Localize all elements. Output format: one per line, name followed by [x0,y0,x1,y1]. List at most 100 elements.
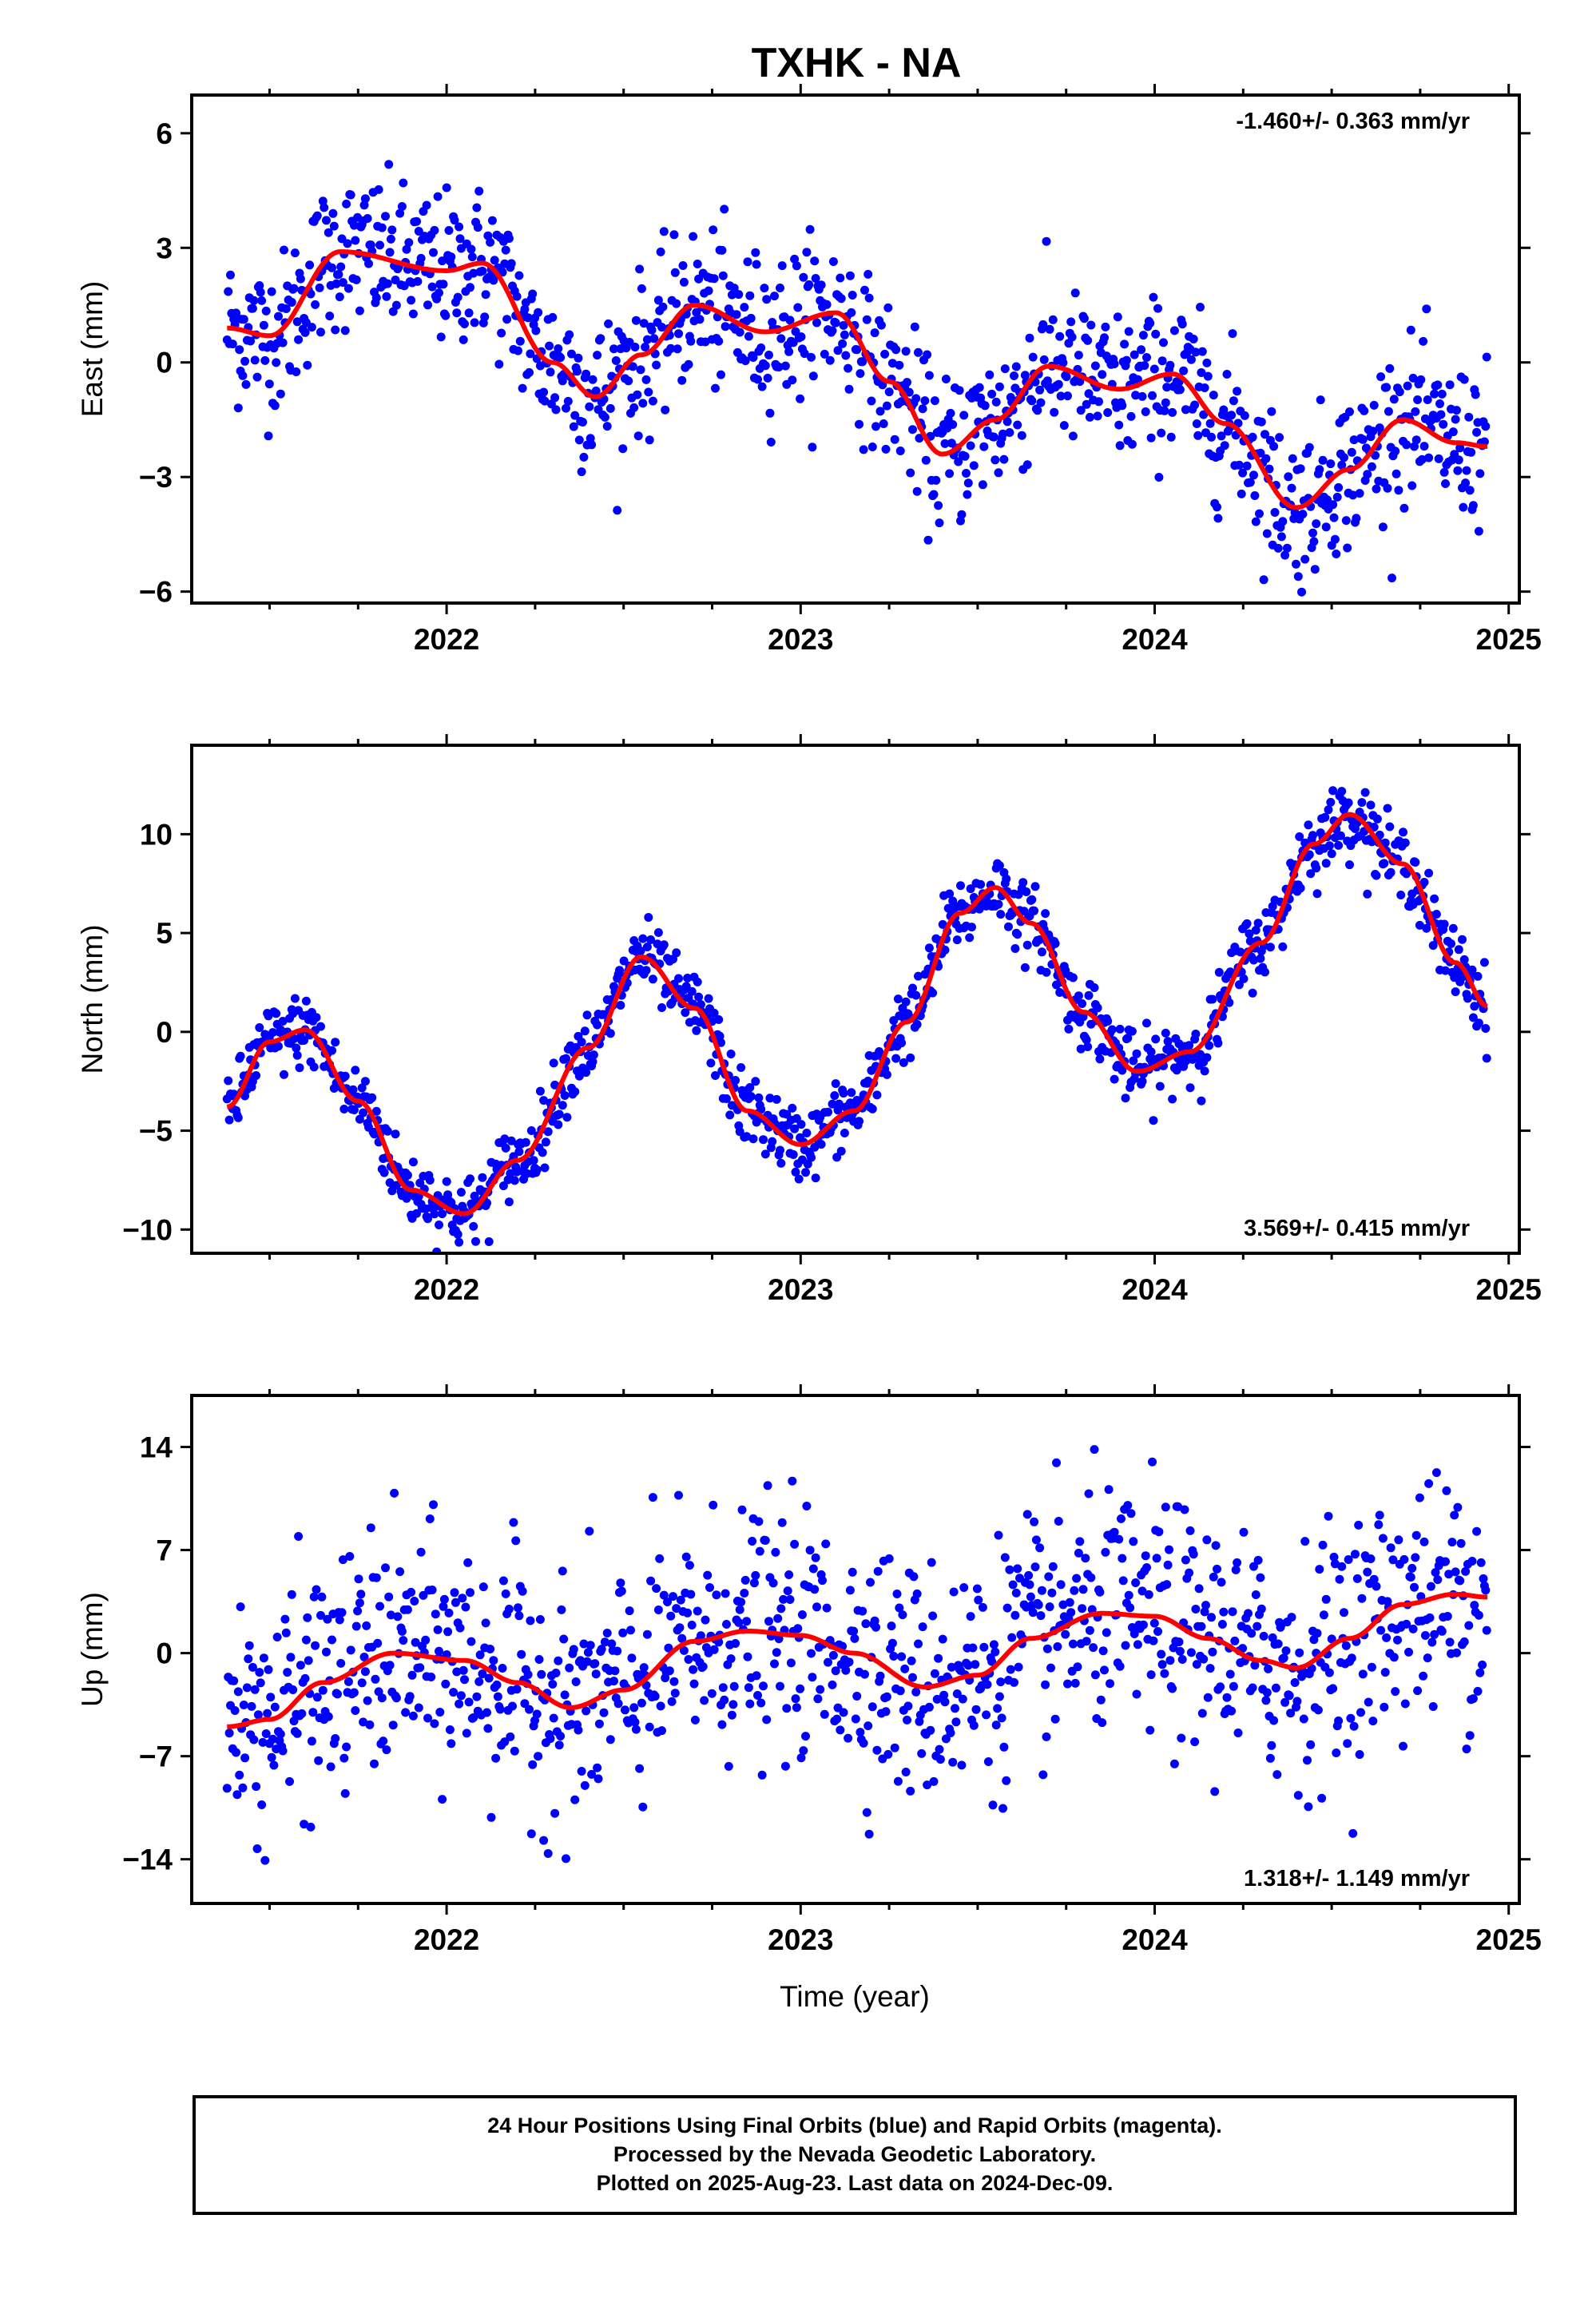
data-point [1028,1608,1038,1617]
data-point [280,1070,288,1079]
data-point [1312,1629,1322,1638]
data-point [504,1605,514,1613]
data-point [526,1616,535,1625]
data-point [912,486,922,496]
data-point [831,318,840,327]
data-point [753,375,762,384]
data-point [780,361,790,371]
data-point [839,320,848,330]
data-point [1391,1687,1400,1697]
data-point [941,375,951,383]
data-point [1168,407,1177,417]
data-point [1415,1493,1424,1502]
footer-info-box: 24 Hour Positions Using Final Orbits (bl… [193,2095,1517,2215]
data-point [1367,1662,1376,1672]
data-point [764,1617,773,1626]
data-point [862,1808,871,1817]
data-point [940,439,950,448]
data-point [906,468,915,478]
data-point [582,1010,592,1020]
data-point [1213,514,1223,523]
data-point [224,287,233,296]
data-point [1168,1094,1177,1104]
data-point [845,271,855,280]
data-point [322,216,331,225]
data-point [381,212,390,221]
data-point [331,325,340,335]
data-point [541,1137,550,1147]
data-point [860,285,869,295]
data-point [258,1737,268,1747]
data-point [1030,882,1040,891]
data-point [290,994,300,1003]
data-point [810,1585,820,1594]
data-point [1142,1563,1151,1572]
data-point [659,940,669,950]
data-point [359,1108,368,1117]
data-point [994,1530,1003,1540]
data-point [484,1237,494,1246]
data-point [562,1054,570,1063]
data-point [975,383,984,392]
data-point [339,1753,349,1763]
data-point [301,1635,311,1645]
data-point [1380,1702,1389,1712]
data-point [923,535,933,545]
data-point [257,296,267,305]
data-point [226,270,235,280]
data-point [652,1584,661,1594]
data-point [1364,1697,1373,1707]
data-point [1141,1551,1150,1561]
data-point [1280,550,1290,560]
data-point [1211,1541,1221,1550]
data-point [1402,440,1411,450]
data-point [252,1844,262,1853]
data-point [318,196,328,206]
data-point [373,1638,383,1648]
data-point [324,1712,333,1721]
data-point [796,1753,806,1763]
data-point [828,257,838,266]
data-point [349,1105,359,1114]
data-point [709,1645,719,1654]
data-point [1462,466,1471,475]
data-point [740,356,750,366]
data-point [1082,1035,1091,1045]
data-point [995,1692,1004,1701]
data-point [1208,1647,1217,1657]
data-point [1347,1653,1356,1663]
data-point [797,1610,807,1619]
data-point [1022,1510,1032,1519]
data-point [1293,1791,1303,1800]
data-point [438,1795,447,1804]
data-point [579,452,589,462]
data-point [836,1146,846,1156]
y-tick-label: 0 [156,347,173,379]
x-tick-label: 2025 [1476,1273,1542,1306]
data-point [839,1089,848,1098]
data-point [554,1656,563,1665]
data-point [1402,1619,1411,1629]
data-point [260,1856,270,1865]
data-point [1467,447,1476,457]
data-point [348,1085,358,1094]
data-point [1439,467,1449,477]
data-point [1030,906,1039,915]
data-point [1045,1602,1054,1612]
data-point [1245,929,1254,939]
data-point [290,248,300,258]
data-point [828,1650,838,1660]
data-point [1465,1731,1475,1740]
data-point [1351,1550,1360,1559]
data-point [1073,1662,1082,1672]
data-point [1312,889,1322,899]
data-point [763,1481,772,1490]
data-point [414,1703,423,1713]
data-point [1242,461,1252,470]
data-point [1027,895,1037,904]
data-point [911,394,921,403]
data-point [574,435,584,445]
data-point [1222,370,1232,379]
data-point [1253,1555,1263,1565]
data-point [292,367,301,376]
